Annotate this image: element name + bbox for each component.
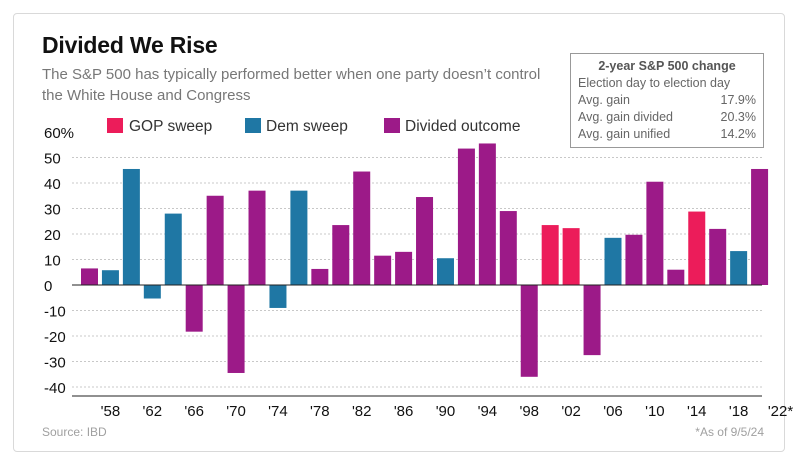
x-tick-label: '66 (184, 403, 204, 420)
y-tick-label: 40 (44, 176, 61, 193)
x-tick-label: '10 (645, 403, 665, 420)
y-tick-label: 0 (44, 278, 52, 295)
x-tick-label: '70 (226, 403, 246, 420)
legend-swatch-divided (384, 118, 400, 133)
bar-divided-2016 (709, 228, 727, 285)
bar-gop-2000 (541, 225, 559, 285)
x-tick-label: '22* (768, 403, 794, 420)
bar-dem-1958 (101, 270, 119, 285)
bar-dem-1974 (269, 285, 287, 308)
legend-swatch-gop (107, 118, 123, 133)
stats-row-value: 14.2% (720, 127, 756, 141)
bar-divided-2010 (646, 181, 664, 285)
bar-dem-1976 (290, 190, 308, 285)
x-tick-label: '86 (394, 403, 414, 420)
bar-dem-1990 (436, 258, 454, 285)
bar-divided-1982 (353, 171, 371, 285)
chart-title: Divided We Rise (42, 32, 218, 58)
stats-row-avg-gain-divided: Avg. gain divided 20.3% (578, 109, 756, 126)
x-tick-label: '02 (561, 403, 581, 420)
legend-label-dem: Dem sweep (266, 118, 348, 135)
bar-dem-1962 (143, 285, 161, 299)
legend-label-gop: GOP sweep (129, 118, 212, 135)
bar-divided-1996 (499, 211, 517, 285)
bar-divided-2020 (751, 168, 769, 285)
bar-divided-1966 (185, 285, 203, 332)
x-tick-label: '82 (352, 403, 372, 420)
y-tick-label: 20 (44, 227, 61, 244)
x-tick-label: '74 (268, 403, 288, 420)
bar-divided-1980 (332, 225, 350, 285)
stats-row-label: Avg. gain divided (578, 110, 673, 124)
x-tick-label: '94 (478, 403, 498, 420)
chart-subtitle: The S&P 500 has typically performed bett… (42, 66, 541, 104)
y-tick-label: 50 (44, 151, 61, 168)
bar-divided-1988 (416, 197, 434, 285)
bar-dem-2018 (730, 251, 748, 285)
as-of-footnote: *As of 9/5/24 (695, 425, 764, 439)
legend-swatch-dem (245, 118, 261, 133)
bar-divided-2012 (667, 269, 685, 285)
x-tick-label: '98 (519, 403, 539, 420)
bar-divided-1986 (395, 251, 413, 285)
bar-divided-1978 (311, 268, 329, 285)
y-tick-label: 30 (44, 202, 61, 219)
x-tick-label: '78 (310, 403, 330, 420)
stats-row-avg-gain: Avg. gain 17.9% (578, 92, 756, 109)
source-note: Source: IBD (42, 425, 107, 439)
bar-dem-1964 (164, 213, 182, 285)
bar-divided-1984 (374, 255, 392, 285)
y-tick-label: 60% (44, 125, 74, 142)
bar-dem-1960 (122, 168, 140, 285)
legend-label-divided: Divided outcome (405, 118, 520, 135)
x-tick-label: '62 (143, 403, 163, 420)
stats-row-label: Avg. gain unified (578, 127, 671, 141)
y-tick-label: -40 (44, 380, 66, 397)
stats-row-value: 17.9% (720, 93, 756, 107)
stats-box: 2-year S&P 500 change Election day to el… (570, 53, 764, 148)
stats-row-value: 20.3% (720, 110, 756, 124)
bar-divided-1998 (520, 285, 538, 377)
bar-dem-2006 (604, 237, 622, 285)
x-tick-label: '14 (687, 403, 707, 420)
stats-row-label: Avg. gain (578, 93, 630, 107)
bar-divided-1970 (227, 285, 245, 373)
bar-divided-2008 (625, 234, 643, 285)
bar-divided-1992 (457, 148, 475, 285)
stats-row-avg-gain-unified: Avg. gain unified 14.2% (578, 126, 756, 143)
bar-divided-1972 (248, 190, 266, 285)
bar-gop-2002 (562, 228, 580, 285)
y-tick-label: 10 (44, 253, 61, 270)
x-tick-label: '58 (101, 403, 121, 420)
y-tick-label: -30 (44, 355, 66, 372)
x-tick-label: '18 (729, 403, 749, 420)
bar-divided-1994 (478, 143, 496, 285)
bar-gop-2014 (688, 211, 706, 285)
x-tick-label: '06 (603, 403, 623, 420)
bar-divided-1956 (81, 268, 98, 285)
stats-box-title: 2-year S&P 500 change (598, 59, 736, 73)
bar-divided-1968 (206, 195, 224, 285)
y-tick-label: -20 (44, 329, 66, 346)
bar-divided-2004 (583, 285, 601, 356)
y-tick-label: -10 (44, 304, 66, 321)
x-tick-label: '90 (436, 403, 456, 420)
stats-box-subtitle: Election day to election day (578, 76, 731, 90)
